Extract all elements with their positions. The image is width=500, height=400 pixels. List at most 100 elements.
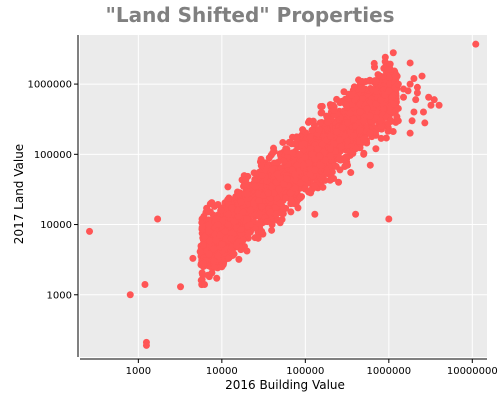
data-point xyxy=(269,149,277,157)
data-point xyxy=(322,156,330,164)
data-point xyxy=(430,96,438,104)
y-tick-label: 1000 xyxy=(47,290,72,301)
data-point xyxy=(323,168,331,176)
data-point xyxy=(311,210,319,218)
data-point xyxy=(406,129,414,137)
data-point xyxy=(427,101,435,109)
data-point xyxy=(250,199,258,207)
data-point xyxy=(233,242,241,250)
data-point xyxy=(234,207,242,215)
data-point xyxy=(243,215,251,223)
data-point xyxy=(198,223,206,231)
data-point xyxy=(298,141,306,149)
data-point xyxy=(270,159,278,167)
data-point xyxy=(326,145,334,153)
data-point xyxy=(216,231,224,239)
data-point xyxy=(388,93,396,101)
data-point xyxy=(387,116,395,124)
data-point xyxy=(299,126,307,134)
data-point xyxy=(239,236,247,244)
data-point xyxy=(273,170,281,178)
data-point xyxy=(339,124,347,132)
data-point xyxy=(126,291,134,299)
data-point xyxy=(297,179,305,187)
data-point xyxy=(372,77,380,85)
data-point xyxy=(360,135,368,143)
data-point xyxy=(360,117,368,125)
data-point xyxy=(318,102,326,110)
data-point xyxy=(329,101,337,109)
data-point xyxy=(406,80,414,88)
data-point xyxy=(343,137,351,145)
data-point xyxy=(288,149,296,157)
data-point xyxy=(205,250,213,258)
data-point xyxy=(189,254,197,262)
data-point xyxy=(326,152,334,160)
data-point xyxy=(205,216,213,224)
data-point xyxy=(305,159,313,167)
data-point xyxy=(358,85,366,93)
data-point xyxy=(283,175,291,183)
data-point xyxy=(214,221,222,229)
data-point xyxy=(394,104,402,112)
chart-title: "Land Shifted" Properties xyxy=(105,3,394,27)
data-point xyxy=(377,96,385,104)
data-point xyxy=(280,180,288,188)
data-point xyxy=(400,93,408,101)
data-point xyxy=(317,109,325,117)
data-point xyxy=(335,178,343,186)
data-point xyxy=(435,101,443,109)
data-point xyxy=(389,127,397,135)
data-point xyxy=(204,208,212,216)
data-point xyxy=(291,176,299,184)
data-point xyxy=(308,126,316,134)
data-point xyxy=(352,210,360,218)
data-point xyxy=(224,210,232,218)
x-tick-label: 100000 xyxy=(286,366,324,377)
data-point xyxy=(341,154,349,162)
data-point xyxy=(410,108,418,116)
data-point xyxy=(389,49,397,57)
data-point xyxy=(343,119,351,127)
data-point xyxy=(285,138,293,146)
data-point xyxy=(336,136,344,144)
data-point xyxy=(299,161,307,169)
x-axis-label: 2016 Building Value xyxy=(225,378,345,392)
data-point xyxy=(311,155,319,163)
data-point xyxy=(246,206,254,214)
data-point xyxy=(319,183,327,191)
data-point xyxy=(239,208,247,216)
data-point xyxy=(350,115,358,123)
data-point xyxy=(373,87,381,95)
data-point xyxy=(366,99,374,107)
data-point xyxy=(230,250,238,258)
data-point xyxy=(213,274,221,282)
data-point xyxy=(201,233,209,241)
data-point xyxy=(287,208,295,216)
data-point xyxy=(276,199,284,207)
data-point xyxy=(350,83,358,91)
data-point xyxy=(326,132,334,140)
data-point xyxy=(372,145,380,153)
y-axis-ticks: 1000 10000 100000 1000000 xyxy=(27,80,78,301)
data-point xyxy=(374,71,382,79)
data-point xyxy=(315,126,323,134)
data-point xyxy=(270,189,278,197)
data-point xyxy=(385,87,393,95)
x-tick-label: 10000 xyxy=(206,366,238,377)
data-point xyxy=(266,208,274,216)
data-point xyxy=(228,204,236,212)
y-axis-label: 2017 Land Value xyxy=(12,144,26,244)
data-point xyxy=(291,140,299,148)
data-point xyxy=(212,236,220,244)
data-point xyxy=(413,89,421,97)
data-point xyxy=(235,190,243,198)
data-point xyxy=(406,59,414,67)
data-point xyxy=(282,194,290,202)
data-point xyxy=(363,104,371,112)
data-point xyxy=(346,109,354,117)
data-point xyxy=(336,166,344,174)
data-point xyxy=(86,227,94,235)
data-point xyxy=(222,235,230,243)
data-point xyxy=(280,204,288,212)
